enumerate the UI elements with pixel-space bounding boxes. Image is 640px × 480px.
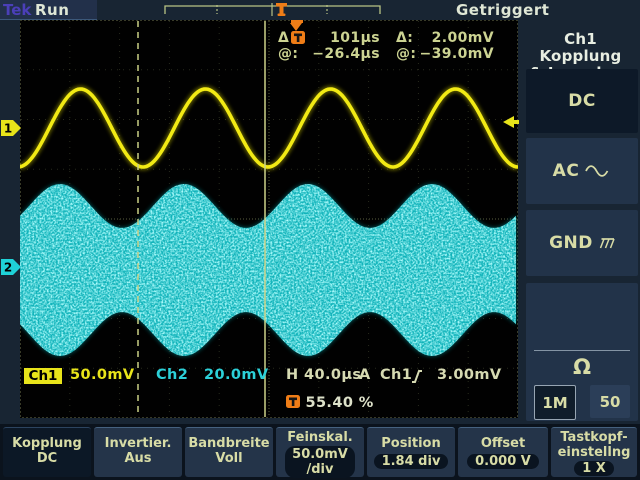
bottomkey-bandbreite[interactable]: Bandbreite Voll [185,427,273,477]
slope-rising-icon [412,370,422,383]
feinskal-value1: 50.0mV [292,447,348,462]
softkey-coupling-ac[interactable]: AC [526,138,638,204]
acquisition-status: Run [35,1,70,19]
trigger-source-label: Ch1 [380,367,413,383]
ch1-scale-value: 50.0mV [70,367,135,383]
feinskal-value-pill: 50.0mV/div [285,446,355,478]
bottomkey-invertierung[interactable]: Invertier. Aus [94,427,182,477]
ch2-scale-label: Ch2 [156,367,189,383]
trigger-position-value: 55.40 % [305,395,374,411]
tastkopf-label1: Tastkopf- [560,430,628,445]
softkey-ac-label: AC [552,161,580,181]
ch1-waveform [20,85,518,171]
trigger-mode-label: A [359,367,371,383]
bottomkey-tastkopf[interactable]: Tastkopf- einstellng 1 X [551,427,637,477]
record-trigger-t-icon [276,3,287,16]
top-status-bar: Tek Run Getriggert [0,0,640,20]
delta-symbol: Δ [278,30,290,46]
feinskal-label: Feinskal. [287,430,353,445]
invertierung-label: Invertier. [104,436,172,451]
bottomkey-kopplung[interactable]: Kopplung DC [3,427,91,477]
trigger-level-arrow-icon [503,116,519,128]
impedance-50-label: 50 [599,392,621,411]
impedance-separator [534,350,630,351]
offset-value-pill: 0.000 V [467,454,539,469]
trigger-t-icon [286,395,300,408]
softkey-coupling-dc[interactable]: DC [526,69,638,133]
at-volt-value: −39.0mV [419,46,494,62]
trigger-position-marker-icon [290,20,303,31]
at-time-value: −26.4µs [312,46,380,62]
softkey-gnd-label: GND [549,233,593,253]
bandbreite-value: Voll [215,451,243,466]
ch1-position-marker: 1 [1,120,21,136]
voltage-cursor-readout: Δ: 2.00mV @: −39.0mV [396,30,494,62]
at-label: @: [278,46,299,62]
impedance-50-button[interactable]: 50 [590,385,630,418]
trigger-status-label: Getriggert [456,1,550,19]
ohm-symbol: Ω [573,355,591,379]
time-cursor-readout: Δ 101µs @: −26.4µs [278,30,380,62]
ch2-position-marker: 2 [1,259,21,275]
ch2-waveform [20,184,516,356]
trigger-t-icon [291,31,306,44]
bottom-menu-bar: Kopplung DC Invertier. Aus Bandbreite Vo… [0,424,640,480]
softkey-coupling-gnd[interactable]: GND [526,210,638,276]
invertierung-value: Aus [124,451,152,466]
record-view-bracket [164,3,381,16]
side-menu-title-line1: Ch1 Kopplung [539,30,622,65]
impedance-1m-label: 1M [542,393,568,412]
delta-time-value: 101µs [330,30,380,46]
offset-label: Offset [480,436,526,451]
position-label: Position [381,436,441,451]
trigger-level-value: 3.00mV [437,367,502,383]
horizontal-scale-readout: H 40.0µs [286,367,362,383]
tastkopf-value-pill: 1 X [574,461,614,476]
bandbreite-label: Bandbreite [188,436,270,451]
ch2-marker-digit: 2 [4,261,12,275]
waveform-display [20,20,518,418]
trigger-position-readout: 55.40 % [286,394,374,411]
softkey-dc-label: DC [568,91,596,111]
bottomkey-offset[interactable]: Offset 0.000 V [458,427,548,477]
at-volt-label: @: [396,46,417,62]
position-value-pill: 1.84 div [373,454,449,469]
ch1-scale-badge: Ch1 [24,368,62,384]
gnd-ground-icon [599,237,615,248]
kopplung-value: DC [36,451,58,466]
tastkopf-label2: einstellng [557,445,631,460]
kopplung-label: Kopplung [12,436,82,451]
brand-tab [0,0,97,20]
tek-logo: Tek [3,1,32,19]
softkey-impedance-zone: Ω 1M 50 [526,283,638,421]
bottomkey-position[interactable]: Position 1.84 div [367,427,455,477]
ch2-scale-value: 20.0mV [204,367,269,383]
impedance-1m-button[interactable]: 1M [534,385,576,420]
ac-sine-icon [585,165,609,177]
bottomkey-feinskalierung[interactable]: Feinskal. 50.0mV/div [276,427,364,478]
feinskal-value2: /div [306,462,334,477]
delta-volt-value: 2.00mV [431,30,494,46]
ch1-marker-digit: 1 [4,122,12,136]
graticule-frame [20,20,518,418]
delta-volt-label: Δ: [396,30,414,46]
